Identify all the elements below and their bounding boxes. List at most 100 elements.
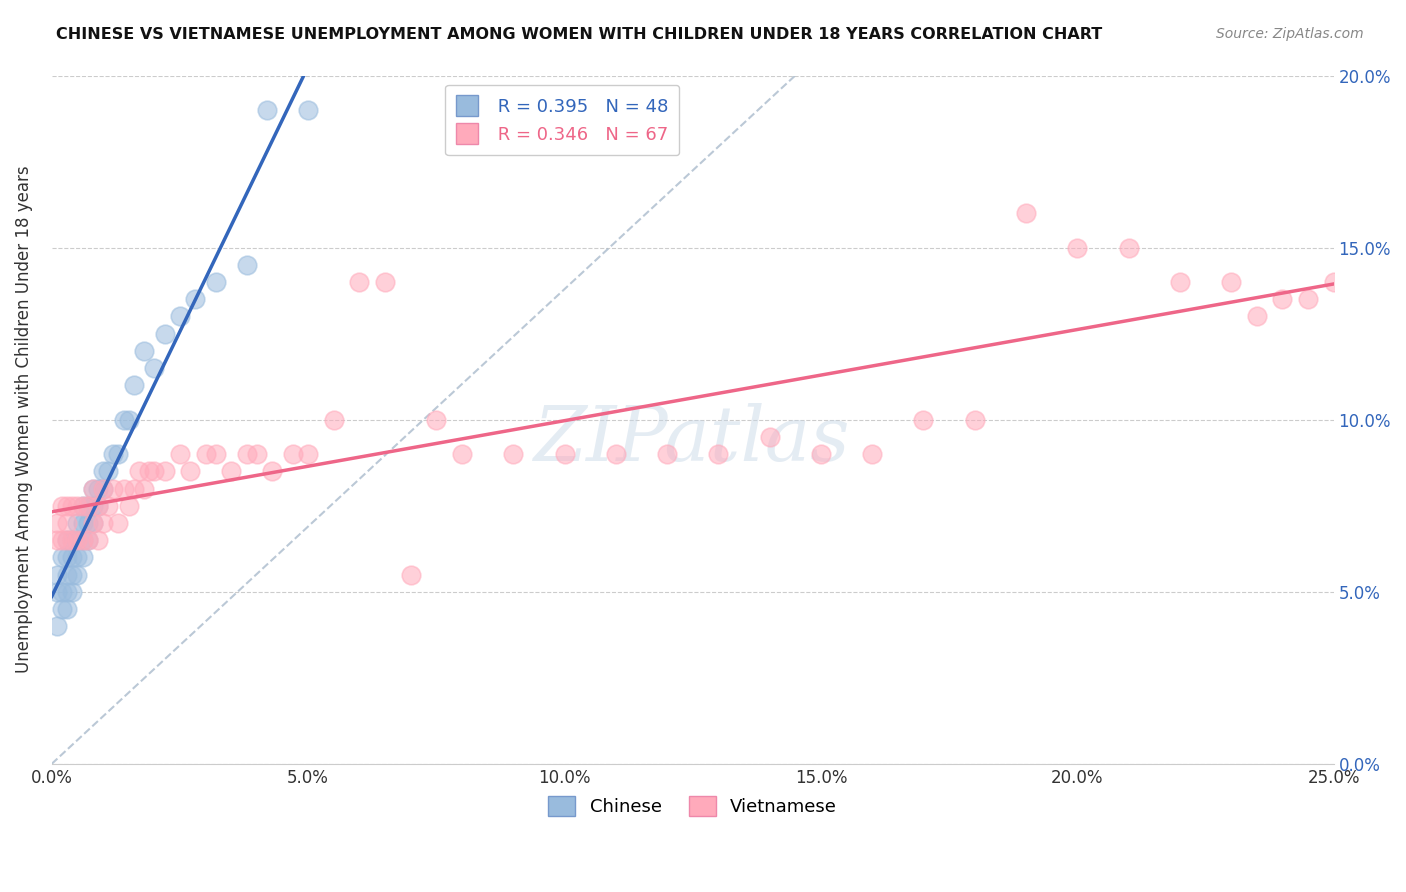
Point <box>122 378 145 392</box>
Point <box>56 533 79 548</box>
Point <box>76 499 98 513</box>
Point <box>810 447 832 461</box>
Y-axis label: Unemployment Among Women with Children Under 18 years: Unemployment Among Women with Children U… <box>15 166 32 673</box>
Point <box>1296 292 1319 306</box>
Point <box>56 602 79 616</box>
Point <box>553 447 575 461</box>
Point <box>118 412 141 426</box>
Point <box>56 516 79 530</box>
Point <box>118 499 141 513</box>
Point <box>132 343 155 358</box>
Point <box>56 499 79 513</box>
Point <box>72 516 94 530</box>
Point <box>107 516 129 530</box>
Point <box>103 447 125 461</box>
Point <box>205 275 228 289</box>
Point <box>194 447 217 461</box>
Point <box>297 447 319 461</box>
Point <box>1220 275 1243 289</box>
Point <box>76 533 98 548</box>
Point <box>72 499 94 513</box>
Point <box>82 499 104 513</box>
Point <box>297 103 319 117</box>
Point <box>128 464 150 478</box>
Point <box>758 430 780 444</box>
Point <box>60 533 83 548</box>
Point <box>1015 206 1038 220</box>
Point <box>91 482 114 496</box>
Point <box>76 516 98 530</box>
Point <box>76 499 98 513</box>
Point <box>51 550 73 565</box>
Point <box>56 550 79 565</box>
Point <box>72 499 94 513</box>
Point <box>51 584 73 599</box>
Point <box>425 412 447 426</box>
Point <box>169 310 191 324</box>
Point <box>82 516 104 530</box>
Point <box>132 482 155 496</box>
Point <box>72 550 94 565</box>
Point <box>66 533 89 548</box>
Point <box>56 584 79 599</box>
Point <box>112 412 135 426</box>
Point <box>1066 241 1088 255</box>
Point <box>281 447 304 461</box>
Point <box>262 464 284 478</box>
Point <box>1168 275 1191 289</box>
Point <box>107 447 129 461</box>
Point <box>91 516 114 530</box>
Point <box>322 412 344 426</box>
Point <box>138 464 160 478</box>
Point <box>87 533 110 548</box>
Point <box>235 258 257 272</box>
Text: ZIPatlas: ZIPatlas <box>534 403 851 477</box>
Point <box>1246 310 1268 324</box>
Point <box>374 275 396 289</box>
Point <box>82 482 104 496</box>
Point <box>45 619 67 633</box>
Point <box>235 447 257 461</box>
Point <box>51 533 73 548</box>
Legend: Chinese, Vietnamese: Chinese, Vietnamese <box>541 789 845 823</box>
Point <box>45 584 67 599</box>
Point <box>87 499 110 513</box>
Point <box>51 602 73 616</box>
Point <box>256 103 278 117</box>
Point <box>122 482 145 496</box>
Point <box>1323 275 1346 289</box>
Point <box>143 361 166 376</box>
Point <box>87 499 110 513</box>
Point <box>60 550 83 565</box>
Point <box>66 516 89 530</box>
Point <box>655 447 678 461</box>
Point <box>860 447 883 461</box>
Point <box>45 533 67 548</box>
Text: CHINESE VS VIETNAMESE UNEMPLOYMENT AMONG WOMEN WITH CHILDREN UNDER 18 YEARS CORR: CHINESE VS VIETNAMESE UNEMPLOYMENT AMONG… <box>56 27 1102 42</box>
Point <box>205 447 228 461</box>
Point <box>60 584 83 599</box>
Point <box>82 516 104 530</box>
Point <box>56 567 79 582</box>
Point <box>76 533 98 548</box>
Point <box>963 412 986 426</box>
Point <box>179 464 201 478</box>
Point <box>246 447 269 461</box>
Point <box>169 447 191 461</box>
Point <box>451 447 474 461</box>
Point <box>66 499 89 513</box>
Point <box>56 533 79 548</box>
Point <box>103 482 125 496</box>
Point <box>60 499 83 513</box>
Point <box>143 464 166 478</box>
Point <box>91 482 114 496</box>
Point <box>97 464 120 478</box>
Text: Source: ZipAtlas.com: Source: ZipAtlas.com <box>1216 27 1364 41</box>
Point <box>72 533 94 548</box>
Point <box>219 464 242 478</box>
Point <box>60 567 83 582</box>
Point <box>153 464 176 478</box>
Point <box>399 567 422 582</box>
Point <box>184 292 207 306</box>
Point <box>91 464 114 478</box>
